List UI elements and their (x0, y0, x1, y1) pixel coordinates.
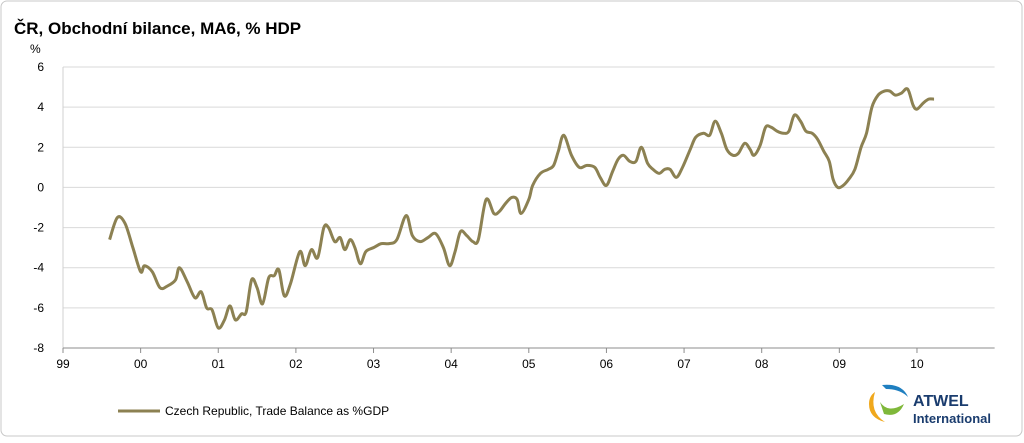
x-tick-label: 10 (910, 357, 924, 371)
x-tick-label: 01 (212, 357, 226, 371)
logo-icon (869, 392, 885, 422)
legend-label: Czech Republic, Trade Balance as %GDP (165, 404, 389, 418)
x-tick-label: 04 (444, 357, 458, 371)
y-tick-label: 0 (37, 180, 44, 194)
y-tick-label: 2 (37, 140, 44, 154)
x-tick-label: 07 (677, 357, 691, 371)
x-tick-label: 99 (56, 357, 70, 371)
logo-text: ATWEL (913, 393, 969, 410)
x-tick-label: 02 (289, 357, 303, 371)
x-tick-label: 05 (522, 357, 536, 371)
logo-icon (880, 402, 904, 415)
y-tick-label: 6 (37, 60, 44, 74)
x-tick-label: 00 (134, 357, 148, 371)
logo-icon (882, 384, 908, 397)
y-tick-label: -8 (33, 341, 44, 355)
logo-text: International (913, 411, 991, 426)
x-tick-label: 03 (367, 357, 381, 371)
x-tick-label: 06 (600, 357, 614, 371)
data-line (108, 87, 935, 330)
y-tick-label: -2 (33, 221, 44, 235)
x-tick-label: 08 (755, 357, 769, 371)
logo: ATWEL International (869, 384, 991, 426)
y-tick-label: -4 (33, 261, 44, 275)
chart-title: ČR, Obchodní bilance, MA6, % HDP (14, 19, 301, 38)
y-axis-label: % (30, 42, 41, 56)
y-tick-label: -6 (33, 301, 44, 315)
y-tick-label: 4 (37, 100, 44, 114)
x-tick-label: 09 (833, 357, 847, 371)
